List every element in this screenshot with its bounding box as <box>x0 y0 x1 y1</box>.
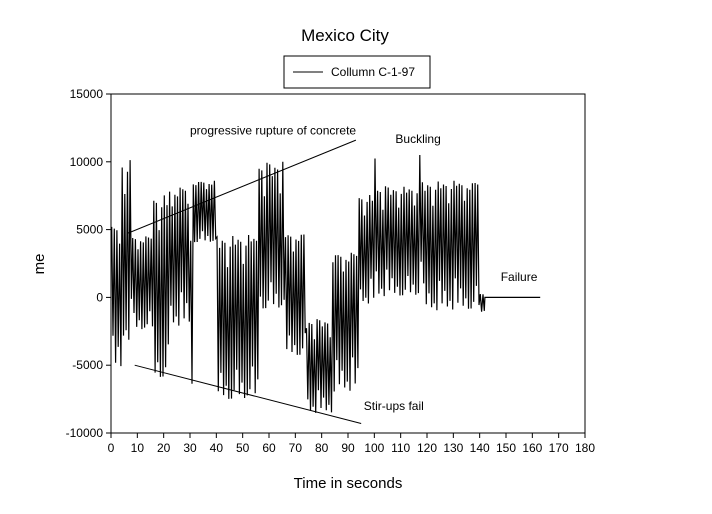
legend: Collumn C-1-97 <box>283 55 431 89</box>
x-tick-label: 90 <box>341 441 355 455</box>
x-tick-label: 10 <box>131 441 145 455</box>
y-tick-label: 5000 <box>76 223 103 237</box>
series-line <box>111 154 541 413</box>
x-tick-label: 120 <box>417 441 437 455</box>
y-tick-label: -10000 <box>66 426 104 440</box>
annotation-line <box>126 139 357 235</box>
x-tick-label: 100 <box>364 441 384 455</box>
x-tick-label: 30 <box>183 441 197 455</box>
y-tick-label: -5000 <box>72 358 103 372</box>
y-tick-label: 15000 <box>70 87 104 101</box>
annotation-label: Stir-ups fail <box>364 399 424 413</box>
x-tick-label: 150 <box>496 441 516 455</box>
x-tick-label: 170 <box>549 441 569 455</box>
x-tick-label: 70 <box>289 441 303 455</box>
x-tick-label: 80 <box>315 441 329 455</box>
x-tick-label: 140 <box>470 441 490 455</box>
y-axis-label: me <box>31 254 48 275</box>
chart-title: Mexico City <box>301 26 389 45</box>
x-tick-label: 110 <box>391 441 410 455</box>
annotation-line <box>134 364 362 424</box>
x-tick-label: 40 <box>210 441 224 455</box>
annotation-label: Failure <box>501 270 538 284</box>
annotation-label: Buckling <box>395 132 440 146</box>
x-tick-label: 60 <box>262 441 276 455</box>
y-tick-label: 10000 <box>70 155 104 169</box>
x-tick-label: 20 <box>157 441 171 455</box>
x-tick-label: 180 <box>575 441 595 455</box>
x-tick-label: 50 <box>236 441 250 455</box>
legend-label: Collumn C-1-97 <box>331 65 415 79</box>
annotation-label: progressive rupture of concrete <box>190 124 356 138</box>
x-axis-label: Time in seconds <box>294 475 403 492</box>
x-tick-label: 160 <box>522 441 542 455</box>
x-tick-label: 0 <box>108 441 115 455</box>
y-tick-label: 0 <box>96 290 103 304</box>
x-tick-label: 130 <box>443 441 463 455</box>
